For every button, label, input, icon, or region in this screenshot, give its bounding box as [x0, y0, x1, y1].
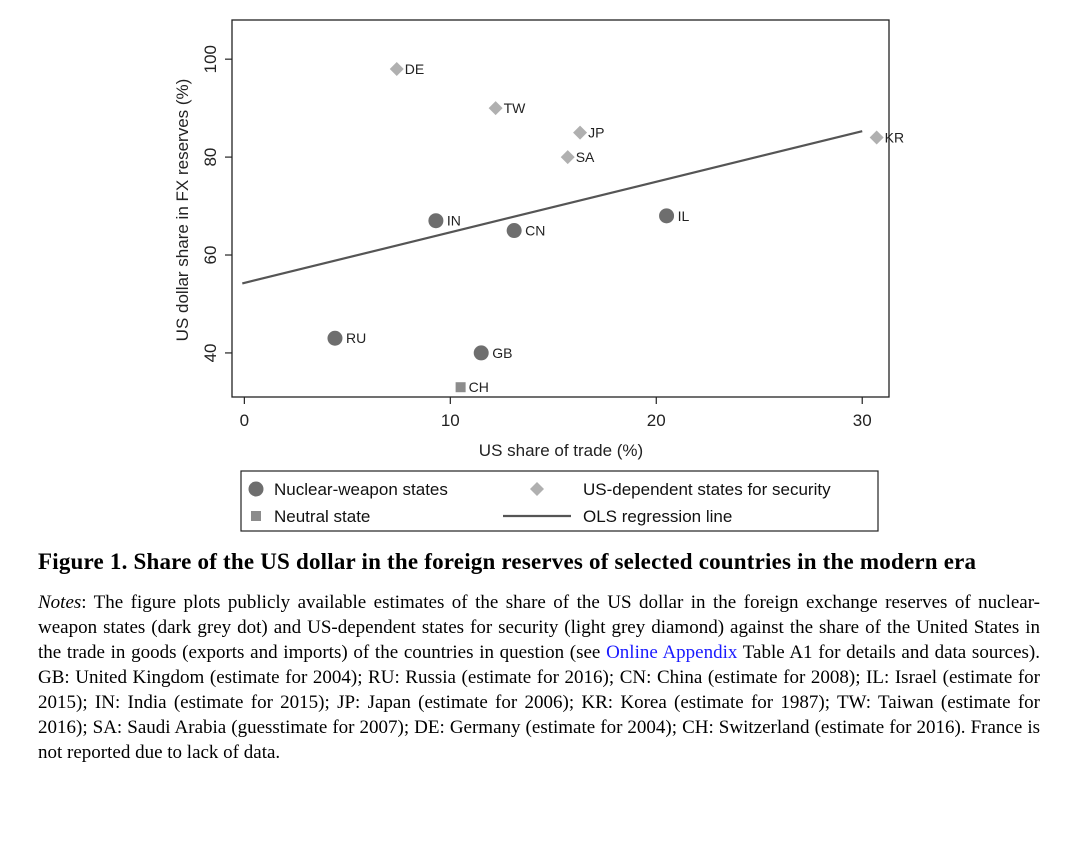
x-tick-label: 20 [647, 411, 666, 430]
data-point-de [389, 61, 404, 76]
data-point-label: CN [525, 223, 545, 239]
data-point-il [659, 208, 675, 224]
data-point-label: GB [492, 345, 512, 361]
x-axis-title: US share of trade (%) [479, 441, 643, 460]
data-point-gb [473, 345, 489, 361]
data-point-label: RU [346, 330, 366, 346]
legend-diamond-swatch [530, 482, 544, 496]
y-tick-label: 60 [201, 246, 220, 265]
data-point-label: JP [588, 125, 604, 141]
y-axis: 40 60 80 100 [201, 45, 232, 362]
legend-label: US-dependent states for security [583, 480, 831, 499]
data-point-label: IN [447, 213, 461, 229]
data-point-sa [560, 150, 575, 165]
notes-label: Notes [38, 592, 82, 613]
legend-label: OLS regression line [583, 507, 732, 526]
figure-title: Figure 1. Share of the US dollar in the … [38, 549, 977, 574]
legend-label: Nuclear-weapon states [274, 480, 448, 499]
data-point-in [428, 213, 444, 229]
x-tick-label: 30 [853, 411, 872, 430]
x-tick-label: 0 [240, 411, 249, 430]
y-tick-label: 40 [201, 343, 220, 362]
legend-label: Neutral state [274, 507, 370, 526]
y-tick-label: 100 [201, 45, 220, 73]
data-point-jp [573, 125, 588, 140]
notes-text-part1: : The figure plots publicly available es… [38, 592, 1040, 663]
x-tick-label: 10 [441, 411, 460, 430]
notes-text-part2: Table A1 for details and data sources). … [38, 642, 1040, 763]
data-point-label: TW [504, 100, 527, 116]
ols-regression-line [242, 130, 863, 285]
data-point-kr [869, 130, 884, 145]
data-point-ch [455, 382, 466, 393]
data-point-label: IL [678, 208, 690, 224]
y-tick-label: 80 [201, 148, 220, 167]
regression-line-layer [242, 130, 863, 285]
legend-circle-swatch [248, 481, 264, 497]
legend-square-swatch [251, 511, 261, 521]
data-point-label: CH [469, 379, 489, 395]
data-point-label: SA [576, 149, 595, 165]
legend-box [240, 470, 879, 532]
data-point-cn [506, 223, 522, 239]
data-point-label: DE [405, 61, 424, 77]
data-point-label: KR [885, 130, 904, 146]
data-point-tw [488, 101, 503, 116]
data-points-layer: RU IN GB CN IL DE TW JP SA KR CH [327, 61, 904, 395]
y-axis-title: US dollar share in FX reserves (%) [173, 79, 192, 342]
plot-frame [231, 19, 890, 398]
online-appendix-link[interactable]: Online Appendix [606, 642, 738, 663]
figure-notes: Notes: The figure plots publicly availab… [38, 590, 1040, 765]
figure-caption: Figure 1. Share of the US dollar in the … [38, 548, 1040, 765]
data-point-ru [327, 330, 343, 346]
x-axis: 0 10 20 30 [240, 397, 872, 430]
legend: Nuclear-weapon states US-dependent states… [240, 470, 879, 532]
